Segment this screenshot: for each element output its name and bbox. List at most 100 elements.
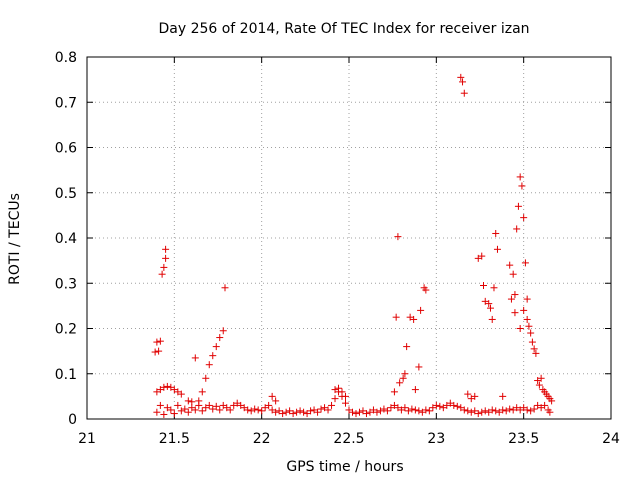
data-point	[272, 408, 280, 416]
data-point	[401, 404, 409, 412]
data-point	[314, 408, 322, 416]
data-point	[191, 406, 199, 414]
data-point	[216, 334, 224, 342]
data-point	[417, 306, 425, 314]
y-tick-label: 0.5	[55, 186, 77, 202]
data-point	[188, 398, 196, 406]
data-point	[471, 392, 479, 400]
data-point	[537, 374, 545, 382]
data-point	[404, 407, 412, 415]
data-point	[362, 410, 370, 418]
data-point	[289, 410, 297, 418]
x-tick-label: 21.5	[159, 431, 190, 447]
data-point	[167, 406, 175, 414]
data-point	[153, 338, 161, 346]
data-point	[509, 270, 517, 278]
data-point	[523, 315, 531, 323]
data-point	[485, 300, 493, 308]
y-tick-label: 0.6	[55, 141, 77, 157]
data-point	[219, 327, 227, 335]
data-point	[511, 291, 519, 299]
data-point	[352, 410, 360, 418]
data-point	[506, 405, 514, 413]
data-point	[307, 407, 315, 415]
data-point	[355, 408, 363, 416]
data-point	[403, 343, 411, 351]
data-point	[338, 388, 346, 396]
data-point	[478, 408, 486, 416]
data-point	[394, 233, 402, 241]
data-point	[525, 322, 533, 330]
data-point	[507, 295, 515, 303]
y-tick-label: 0.7	[55, 95, 77, 111]
data-point	[216, 406, 224, 414]
data-point	[464, 390, 472, 398]
data-point	[174, 401, 182, 409]
data-point	[488, 406, 496, 414]
grid	[87, 57, 611, 419]
data-point	[296, 407, 304, 415]
data-point	[177, 390, 185, 398]
data-point	[432, 401, 440, 409]
data-point	[184, 408, 192, 416]
data-point	[209, 352, 217, 360]
data-series	[151, 73, 556, 418]
data-point	[467, 408, 475, 416]
data-point	[422, 286, 430, 294]
data-point	[527, 329, 535, 337]
data-point	[202, 374, 210, 382]
data-point	[163, 382, 171, 390]
data-point	[324, 406, 332, 414]
data-point	[516, 325, 524, 332]
data-point	[401, 370, 409, 378]
data-point	[342, 399, 350, 407]
data-point	[221, 284, 229, 292]
data-point	[254, 406, 262, 414]
data-point	[518, 182, 526, 190]
data-point	[342, 392, 350, 400]
x-tick-label: 23.5	[508, 431, 539, 447]
data-point	[492, 407, 500, 415]
x-tick-label: 21	[78, 431, 96, 447]
data-point	[410, 315, 418, 323]
data-point	[191, 354, 199, 362]
data-point	[425, 407, 433, 415]
x-tick-label: 23	[427, 431, 445, 447]
data-point	[436, 402, 444, 410]
data-point	[399, 374, 407, 382]
data-point	[181, 405, 189, 413]
data-point	[520, 214, 528, 222]
data-point	[198, 388, 206, 396]
data-point	[499, 406, 507, 414]
data-point	[548, 397, 556, 405]
data-point	[383, 407, 391, 415]
data-point	[514, 202, 522, 210]
data-point	[160, 263, 168, 271]
data-point	[481, 407, 489, 415]
data-point	[226, 406, 234, 414]
data-point	[373, 408, 381, 416]
data-point	[488, 315, 496, 323]
data-point	[408, 405, 416, 413]
data-point	[411, 406, 419, 414]
data-point	[422, 406, 430, 414]
data-point	[490, 284, 498, 292]
data-point	[474, 410, 482, 418]
data-point	[184, 397, 192, 405]
data-point	[530, 345, 538, 353]
data-point	[528, 338, 536, 346]
data-point	[348, 408, 356, 416]
data-point	[328, 401, 336, 409]
data-point	[331, 395, 339, 403]
data-point	[247, 407, 255, 415]
data-point	[170, 410, 178, 418]
data-point	[532, 349, 540, 357]
data-point	[460, 406, 468, 414]
data-point	[160, 410, 168, 418]
data-point	[153, 408, 161, 416]
data-point	[479, 282, 487, 290]
data-point	[162, 254, 170, 262]
data-point	[380, 405, 388, 413]
data-point	[265, 401, 273, 409]
data-point	[205, 361, 213, 369]
